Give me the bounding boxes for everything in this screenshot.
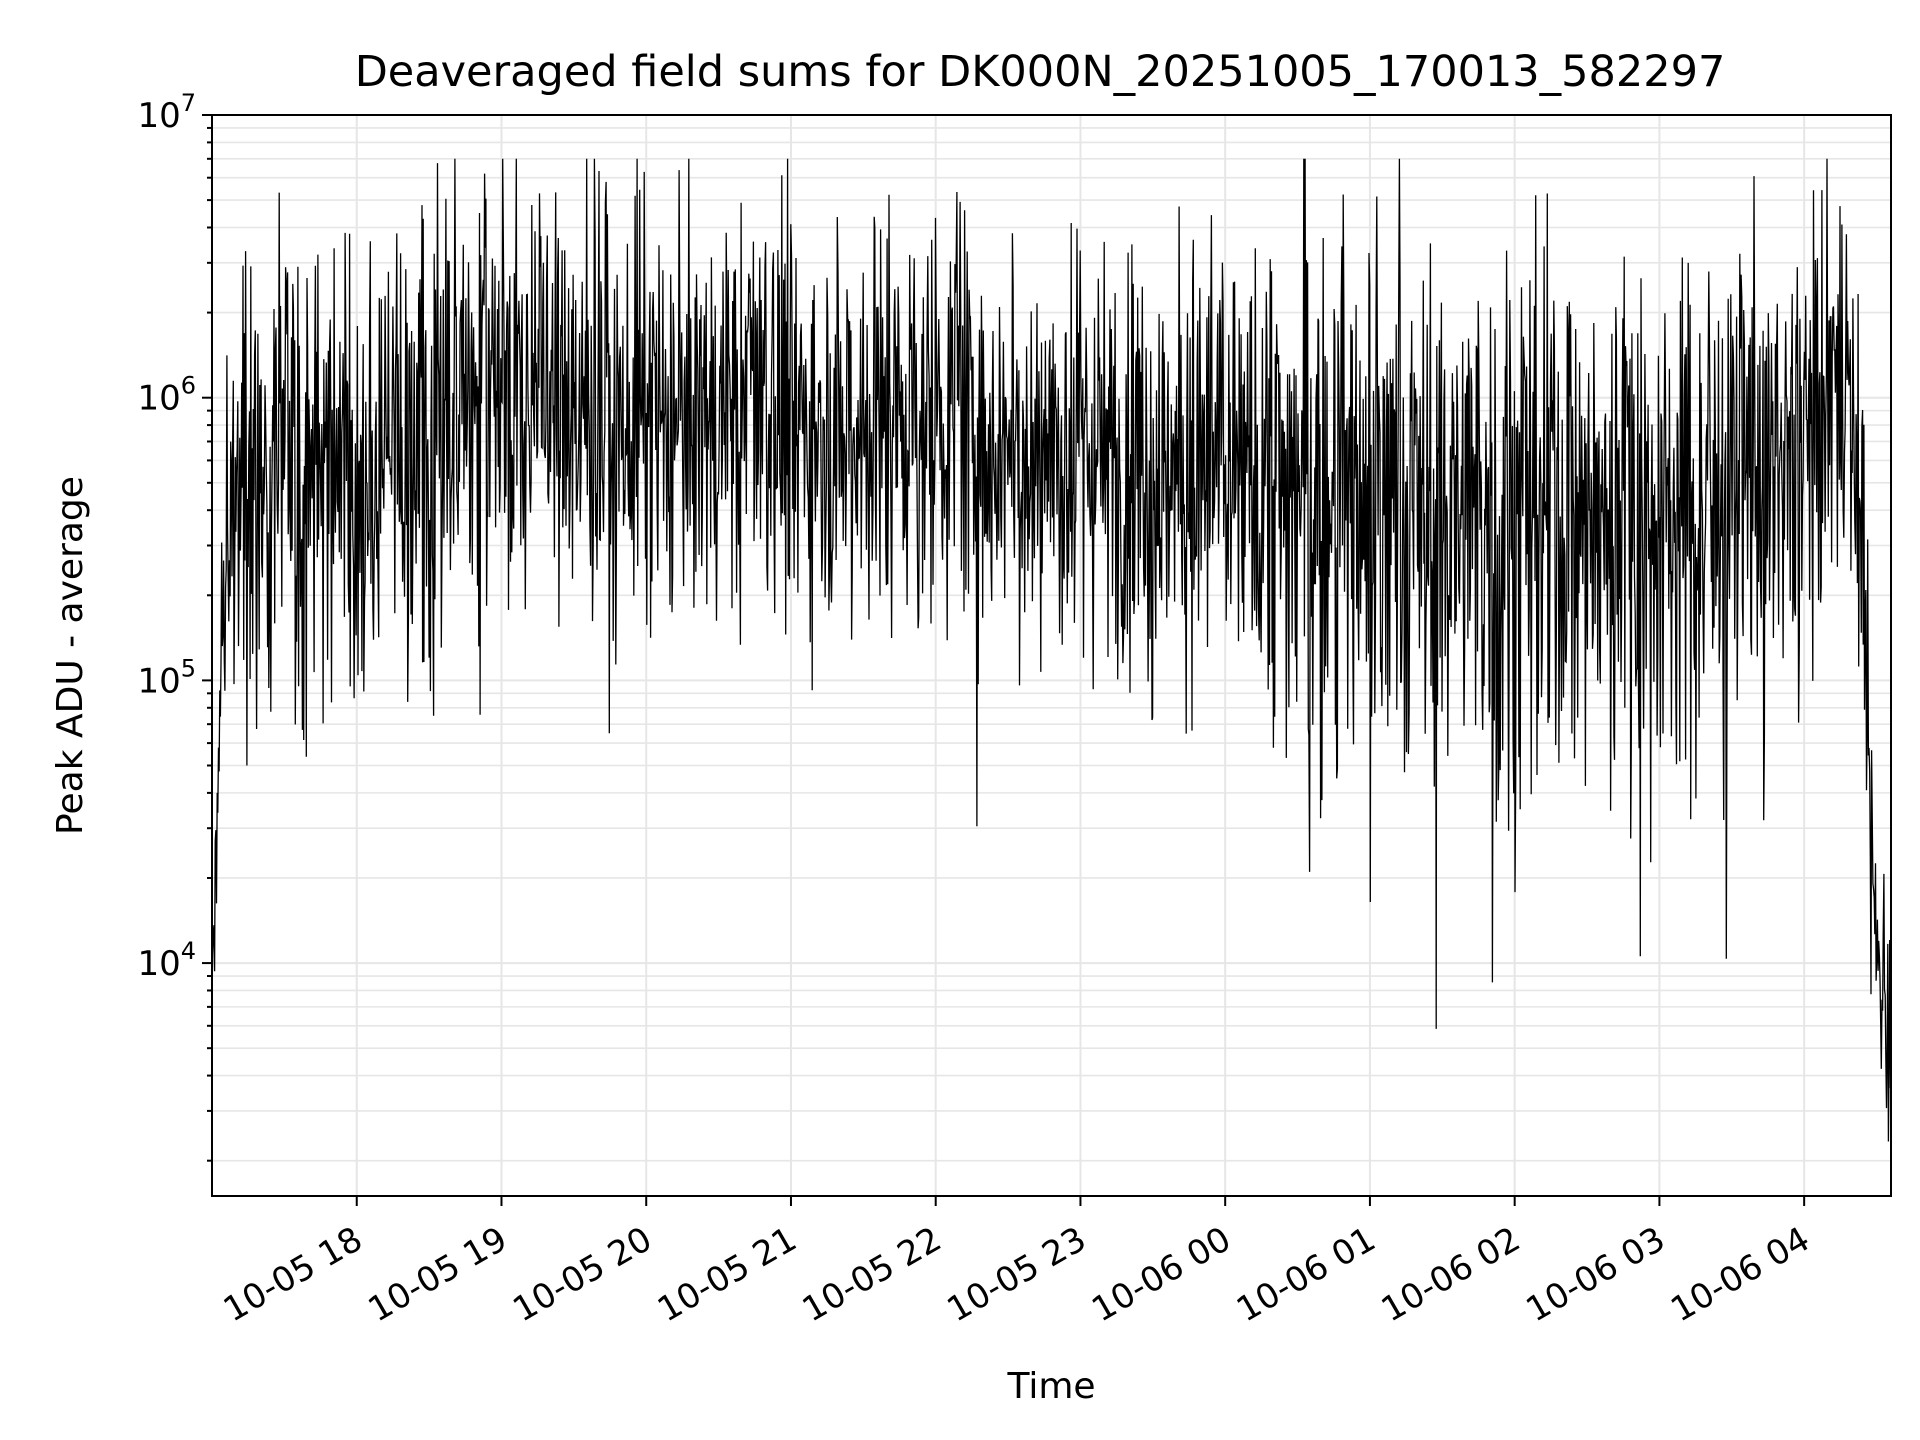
chart-title: Deaveraged field sums for DK000N_2025100… [355, 47, 1726, 97]
y-axis-label: Peak ADU - average [50, 476, 91, 835]
series-line [211, 158, 1892, 1142]
y-tick-label: 106 [137, 372, 196, 419]
plot-frame [211, 114, 1892, 1197]
y-tick-label: 104 [137, 937, 196, 984]
y-tick-label: 107 [137, 89, 196, 136]
y-tick-label: 105 [137, 654, 196, 701]
x-axis-label: Time [1006, 1366, 1095, 1407]
